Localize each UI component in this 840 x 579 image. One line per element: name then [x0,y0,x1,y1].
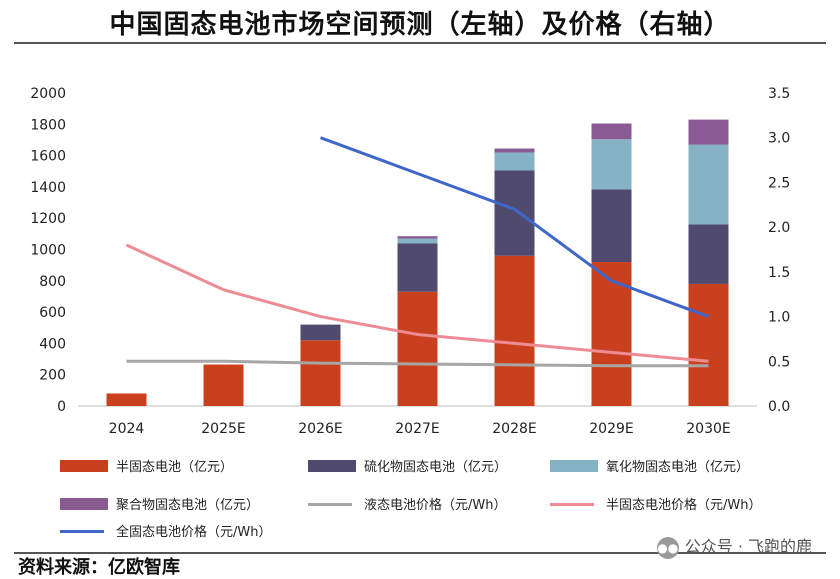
x-tick-label: 2030E [686,421,730,437]
y-right-tick-label: 1.5 [768,265,790,281]
x-tick-label: 2024 [109,421,145,437]
chart-title: 中国固态电池市场空间预测（左轴）及价格（右轴） [109,10,731,40]
y-right-tick-label: 2.0 [768,220,790,236]
bar-sulfide [494,170,535,256]
y-left-tick-label: 400 [39,336,66,352]
source-divider [14,552,826,554]
bar-semi-solid [106,393,147,406]
x-tick-label: 2025E [201,421,245,437]
legend-label-polymer: 聚合物固态电池（亿元） [116,498,260,513]
y-right-tick-label: 0.0 [768,399,790,415]
legend-line-all-solid-price [60,530,104,533]
line-liquid-price [126,359,709,368]
bar-polymer [397,236,438,239]
bar-semi-solid [591,262,632,406]
bar-semi-solid [203,364,244,406]
legend-swatch-oxide [550,460,598,472]
y-right-tick-label: 3.5 [768,86,790,102]
bar-sulfide [591,189,632,263]
y-left-tick-label: 800 [39,274,66,290]
source-note: 资料来源：亿欧智库 [18,557,180,578]
line-semi-price [125,243,709,363]
y-right-tick-label: 0.5 [768,354,790,370]
bar-semi-solid [397,291,438,406]
legend-label-semi-price: 半固态电池价格（元/Wh） [606,498,762,513]
y-left-tick-label: 1200 [30,211,66,227]
y-left-tick-label: 1000 [30,243,66,259]
legend-swatch-sulfide [308,460,356,472]
bar-sulfide [688,224,729,284]
y-left-tick-label: 600 [39,305,66,321]
legend-line-liquid-price [308,503,352,506]
legend-label-sulfide: 硫化物固态电池（亿元） [364,460,508,475]
y-right-tick-label: 2.5 [768,175,790,191]
legend-label-oxide: 氧化物固态电池（亿元） [606,460,750,475]
legend-label-liquid-price: 液态电池价格（元/Wh） [364,498,507,513]
y-left-tick-label: 1600 [30,149,66,165]
title-divider-top [14,42,826,44]
bar-oxide [688,144,729,225]
y-left-tick-label: 1800 [30,117,66,133]
bar-oxide [494,152,535,171]
x-tick-label: 2028E [492,421,536,437]
bar-polymer [494,148,535,153]
legend-swatch-polymer [60,498,108,510]
bar-oxide [397,238,438,244]
bar-semi-solid [688,283,729,406]
y-left-tick-label: 200 [39,368,66,384]
y-left-tick-label: 1400 [30,180,66,196]
legend-label-semi-solid: 半固态电池（亿元） [116,460,234,475]
legend-line-semi-price [550,503,594,506]
legend-label-all-solid-price: 全固态电池价格（元/Wh） [116,525,272,540]
line-all-solid-price [319,136,710,318]
wechat-icon: ●● [656,536,679,559]
chart-canvas: 0 200 400 600 800 1000 1200 1400 1600 1800 2000 0.0… [30,86,790,437]
y-right-tick-label: 1.0 [768,310,790,326]
bar-polymer [688,119,729,145]
bar-polymer [591,123,632,140]
y-left-tick-label: 2000 [30,86,66,102]
x-tick-label: 2029E [589,421,633,437]
bar-sulfide [300,324,341,341]
watermark-text: 公众号 · 飞跑的鹿 [684,537,812,556]
bar-sulfide [397,243,438,292]
y-right-tick-label: 3.0 [768,131,790,147]
bar-oxide [591,139,632,190]
watermark: ●● 公众号 · 飞跑的鹿 [656,533,812,559]
y-left-tick-label: 0 [57,399,66,415]
x-tick-label: 2027E [395,421,439,437]
bar-semi-solid [300,340,341,406]
legend-swatch-semi-solid [60,460,108,472]
x-tick-label: 2026E [298,421,342,437]
bar-semi-solid [494,255,535,406]
